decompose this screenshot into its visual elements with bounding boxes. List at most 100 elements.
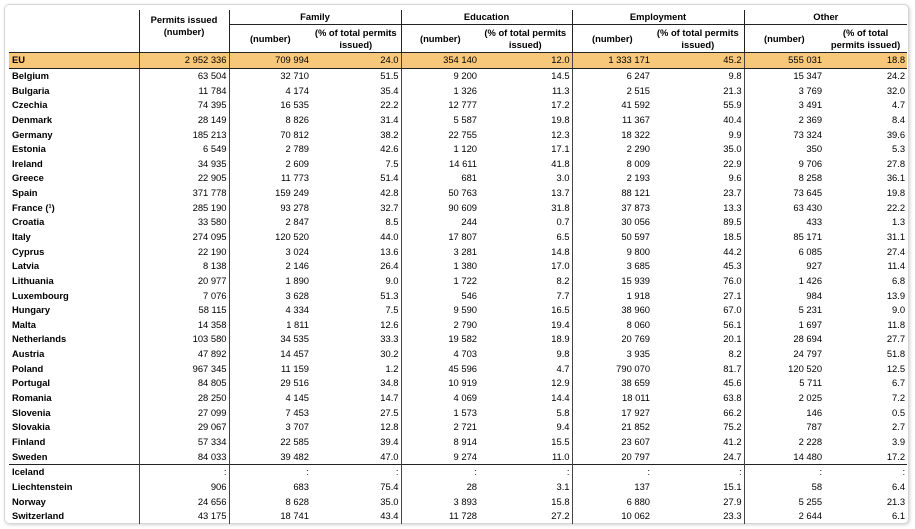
education-number-cell: 9 200 <box>400 68 480 84</box>
family-number-cell: 14 457 <box>228 346 311 362</box>
table-row: Cyprus 22 190 3 024 13.6 3 281 14.8 9 800 44.2 6… <box>9 244 907 259</box>
other-pct-cell: 4.7 <box>892 99 906 111</box>
education-number-cell: 1 326 <box>400 83 480 98</box>
other-pct-cell: : <box>824 463 908 480</box>
family-number-cell: 3 024 <box>228 244 311 259</box>
permits-issued-cell: 24 656 <box>138 494 229 509</box>
other-pct-cell: 5.3 <box>892 143 906 155</box>
table-row: Malta 14 358 1 811 12.6 2 790 19.4 8 060 56.1 1 … <box>9 317 907 333</box>
education-pct-cell: 15.5 <box>551 435 570 447</box>
table-row: Austria 47 892 14 457 30.2 4 703 9.8 3 935 8.2 2… <box>9 346 907 362</box>
permits-issued-cell: 103 580 <box>138 332 229 347</box>
other-pct-cell: 17.2 <box>886 450 906 462</box>
family-pct-cell: 24.0 <box>311 52 402 69</box>
employment-pct-cell: 9.6 <box>728 172 742 184</box>
table-row: Luxembourg 7 076 3 628 51.3 546 7.7 1 918 27.1 9… <box>9 288 907 303</box>
family-number-cell: 2 146 <box>228 258 311 274</box>
employment-pct-cell: 66.2 <box>723 406 742 418</box>
employment-pct-cell: 15.1 <box>723 480 742 492</box>
education-pct-cell: 17.0 <box>551 260 570 272</box>
education-pct-cell: 15.8 <box>551 495 570 507</box>
other-number-cell: 120 520 <box>743 361 825 377</box>
employment-pct-cell: 9.9 <box>728 128 742 140</box>
education-pct-cell: 9.4 <box>556 421 570 433</box>
country-name-cell: Spain <box>12 187 38 199</box>
education-pct-cell: 27.2 <box>551 510 570 522</box>
other-pct-cell: 27.4 <box>886 245 906 257</box>
other-number-cell: 2 369 <box>743 112 825 128</box>
permits-issued-cell: 34 935 <box>138 156 229 172</box>
family-number-cell: 11 159 <box>228 361 311 377</box>
family-pct-cell: 75.4 <box>380 480 399 492</box>
country-name-cell: Netherlands <box>12 333 67 345</box>
country-name-cell: Norway <box>12 495 46 507</box>
employment-pct-cell: 13.3 <box>723 201 742 213</box>
country-name-cell: Luxembourg <box>12 289 69 301</box>
employment-pct-cell: 81.7 <box>723 362 742 374</box>
family-number-cell: 7 453 <box>228 405 311 421</box>
other-pct-cell: 27.7 <box>886 333 906 345</box>
other-number-cell: 1 697 <box>743 317 825 333</box>
education-number-cell: 50 763 <box>400 185 480 201</box>
education-pct-cell: 7.7 <box>556 289 570 301</box>
family-number-cell: 4 174 <box>228 83 311 98</box>
other-pct-cell: 24.2 <box>886 69 906 81</box>
education-pct-cell: : <box>479 463 573 480</box>
country-name-cell: Croatia <box>12 216 45 228</box>
header-group-family: Family <box>228 10 402 25</box>
family-pct-cell: 13.6 <box>380 245 399 257</box>
education-number-cell: 9 274 <box>400 449 480 465</box>
education-number-cell: 9 590 <box>400 302 480 318</box>
education-number-cell: 3 281 <box>400 244 480 259</box>
employment-number-cell: 21 852 <box>571 420 653 435</box>
country-name-cell: Bulgaria <box>12 84 50 96</box>
family-number-cell: 1 811 <box>228 317 311 333</box>
other-number-cell: 146 <box>743 405 825 421</box>
permits-issued-cell: 22 905 <box>138 171 229 186</box>
family-pct-cell: 1.2 <box>385 362 399 374</box>
education-number-cell: 14 611 <box>400 156 480 172</box>
family-number-cell: 683 <box>228 479 311 495</box>
family-number-cell: 4 334 <box>228 302 311 318</box>
family-number-cell: 8 628 <box>228 494 311 509</box>
permits-issued-cell: 20 977 <box>138 273 229 289</box>
education-pct-cell: 12.0 <box>479 52 573 69</box>
country-name-cell: Slovenia <box>12 406 51 418</box>
country-name-cell: Malta <box>12 318 36 330</box>
employment-pct-cell: 56.1 <box>723 318 742 330</box>
education-pct-cell: 4.7 <box>556 362 570 374</box>
other-number-cell: 58 <box>743 479 825 495</box>
permits-issued-cell: 74 395 <box>138 97 229 113</box>
permits-issued-cell: 11 784 <box>138 83 229 98</box>
other-number-cell: 14 480 <box>743 449 825 465</box>
country-name-cell: Iceland <box>9 463 139 480</box>
family-number-cell: 29 516 <box>228 376 311 391</box>
other-pct-cell: 21.3 <box>886 495 906 507</box>
education-number-cell: 10 919 <box>400 376 480 391</box>
table-row: Sweden 84 033 39 482 47.0 9 274 11.0 20 797 24.… <box>9 449 907 465</box>
family-pct-cell: 43.4 <box>380 510 399 522</box>
other-pct-cell: 51.8 <box>886 348 906 360</box>
education-pct-cell: 6.5 <box>556 231 570 242</box>
family-pct-cell: 22.2 <box>380 99 399 111</box>
employment-number-cell: 10 062 <box>571 508 653 524</box>
family-number-cell: 93 278 <box>228 200 311 216</box>
permits-issued-cell: 906 <box>138 479 229 495</box>
education-pct-cell: 14.4 <box>551 392 570 404</box>
employment-number-cell: 11 367 <box>571 112 653 128</box>
table-row: Italy 274 095 120 520 44.0 17 807 6.5 50 597 18… <box>9 229 907 245</box>
education-number-cell: 244 <box>400 215 480 230</box>
permits-issued-cell: 58 115 <box>138 302 229 318</box>
permits-issued-cell: 33 580 <box>138 215 229 230</box>
education-pct-cell: 14.5 <box>551 69 570 81</box>
other-number-cell: 3 769 <box>743 83 825 98</box>
country-name-cell: EU <box>9 52 139 69</box>
education-number-cell: 2 790 <box>400 317 480 333</box>
employment-number-cell: 38 960 <box>571 302 653 318</box>
education-number-cell: 22 755 <box>400 127 480 142</box>
other-pct-cell: 13.9 <box>886 289 906 301</box>
education-pct-cell: 11.0 <box>551 450 570 462</box>
table-row: Finland 57 334 22 585 39.4 8 914 15.5 23 607 41… <box>9 434 907 450</box>
other-number-cell: 787 <box>743 420 825 435</box>
other-pct-cell: 1.3 <box>892 216 906 228</box>
